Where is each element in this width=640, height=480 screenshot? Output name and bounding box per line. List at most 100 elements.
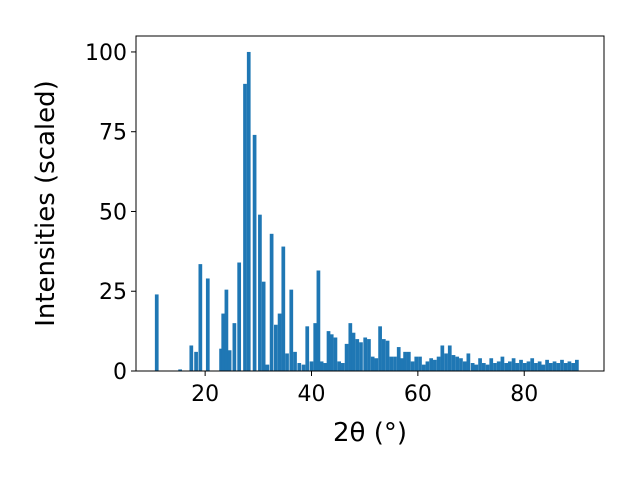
bar (243, 83, 247, 372)
bar (337, 361, 342, 371)
bar (341, 363, 345, 371)
bar (329, 334, 334, 371)
bar (489, 358, 494, 371)
bar (154, 294, 159, 371)
bar (393, 356, 397, 371)
bar (567, 361, 572, 371)
bar (370, 356, 375, 371)
bar (281, 246, 286, 371)
bar (323, 363, 328, 371)
bar (466, 353, 471, 371)
bar (530, 358, 535, 371)
y-tick-label: 100 (85, 41, 127, 66)
bar (575, 359, 579, 371)
x-tick-label: 60 (404, 382, 432, 407)
ticks-layer: 20 40 60 80 0 25 50 75 100 (85, 41, 538, 407)
bar (485, 364, 490, 371)
bar (537, 361, 542, 371)
bar (515, 363, 520, 371)
bar (563, 363, 568, 371)
bar (455, 356, 460, 371)
y-tick-label: 25 (99, 280, 127, 305)
bar (289, 289, 294, 371)
bar (351, 332, 356, 371)
bar (496, 361, 501, 371)
bar (522, 363, 527, 371)
bars-layer (154, 51, 579, 372)
bar (326, 331, 331, 371)
bar (545, 359, 549, 371)
bar (451, 355, 456, 371)
bar (205, 278, 210, 371)
bar (344, 343, 349, 371)
x-axis-label: 2θ (°) (333, 418, 407, 448)
bar (541, 364, 546, 371)
bar (389, 356, 394, 371)
bar (493, 363, 497, 371)
bar (378, 326, 382, 371)
bar (462, 361, 467, 371)
bar (504, 363, 508, 371)
bar (385, 340, 390, 371)
y-tick-label: 0 (113, 360, 127, 385)
bar (246, 51, 251, 371)
bar (374, 358, 379, 371)
bar (252, 134, 257, 371)
bar (305, 326, 310, 371)
bar (429, 358, 434, 371)
bar (198, 264, 203, 371)
bar (560, 359, 564, 371)
bar (224, 289, 229, 371)
bar (552, 361, 557, 371)
y-axis-label: Intensities (scaled) (31, 80, 61, 327)
y-tick-label: 75 (99, 121, 127, 146)
bar (297, 363, 302, 371)
bar (519, 359, 523, 371)
x-tick-label: 20 (191, 382, 219, 407)
bar (319, 361, 324, 371)
bar (363, 337, 368, 371)
bar (556, 363, 561, 371)
bar (232, 323, 237, 371)
bar (459, 358, 463, 371)
bar (313, 323, 318, 371)
bar (534, 363, 538, 371)
bar (359, 342, 363, 371)
bar (293, 351, 297, 371)
bar (194, 351, 198, 371)
bar (447, 345, 452, 371)
bar (500, 356, 505, 371)
bar (355, 339, 360, 371)
bar (481, 363, 486, 371)
bar (478, 358, 482, 371)
bar (381, 339, 386, 371)
bar (316, 270, 321, 371)
bar (470, 363, 475, 371)
bar (403, 351, 407, 371)
bar (474, 364, 479, 371)
bar (414, 356, 419, 371)
bar (178, 369, 182, 371)
bar (508, 361, 512, 371)
bar (436, 356, 441, 371)
bar (333, 337, 338, 371)
bar (265, 364, 270, 371)
bar (261, 281, 266, 371)
bar (189, 345, 194, 371)
x-tick-label: 80 (510, 382, 538, 407)
bar (421, 364, 426, 371)
bar (309, 361, 314, 371)
y-tick-label: 50 (99, 200, 127, 225)
bar (396, 347, 401, 371)
bar (571, 363, 576, 371)
bar (400, 358, 404, 371)
bar (227, 350, 232, 371)
bar (410, 361, 415, 371)
bar (285, 353, 289, 371)
bar (444, 353, 448, 371)
bar (511, 358, 516, 371)
x-tick-label: 40 (298, 382, 326, 407)
